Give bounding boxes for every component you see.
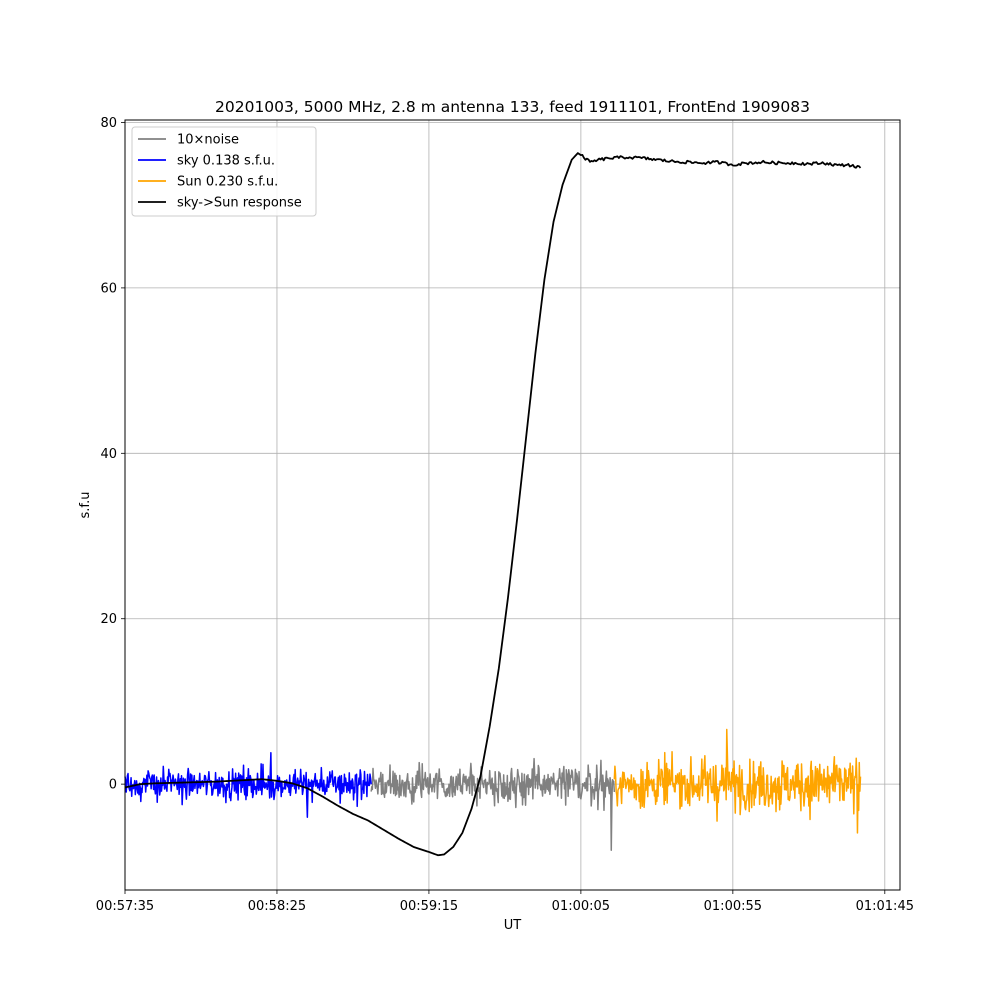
x-tick-label: 01:01:45: [856, 899, 914, 914]
ticks: 00:57:35 00:58:25 00:59:15 01:00:05 01:00:55…: [96, 116, 914, 914]
series-sky-sun-response-line: [124, 152, 862, 857]
series-sun-0-230-s-f-u-trace: [613, 728, 862, 834]
y-tick-label: 0: [109, 778, 117, 793]
x-axis-label: UT: [504, 918, 522, 933]
plot-area: [125, 120, 900, 890]
x-tick-label: 01:00:55: [704, 899, 762, 914]
chart-title: 20201003, 5000 MHz, 2.8 m antenna 133, f…: [215, 98, 810, 116]
legend-box: [131, 126, 317, 217]
legend-label-sun-0-230-s-f-u: Sun 0.230 s.f.u.: [177, 175, 278, 190]
y-tick-label: 60: [100, 281, 117, 296]
x-tick-label: 01:00:05: [552, 899, 610, 914]
legend-label-10-noise: 10×noise: [177, 133, 239, 148]
y-axis-label: s.f.u: [78, 492, 93, 519]
x-tick-label: 00:59:15: [400, 899, 458, 914]
plot-frame: [124, 119, 901, 891]
y-tick-label: 40: [100, 447, 117, 462]
x-tick-label: 00:58:25: [248, 899, 306, 914]
y-tick-label: 20: [100, 612, 117, 627]
legend-label-sky-0-138-s-f-u: sky 0.138 s.f.u.: [177, 154, 275, 169]
series-layer: [124, 152, 862, 857]
legend-label-sky-sun-response: sky->Sun response: [177, 196, 302, 211]
series-10-noise-trace: [370, 757, 616, 852]
series-sky-0-138-s-f-u-trace: [124, 751, 372, 818]
legend: 10×noise sky 0.138 s.f.u. Sun 0.230 s.f.u.…: [131, 126, 317, 217]
y-tick-label: 80: [100, 116, 117, 131]
x-tick-label: 00:57:35: [96, 899, 154, 914]
